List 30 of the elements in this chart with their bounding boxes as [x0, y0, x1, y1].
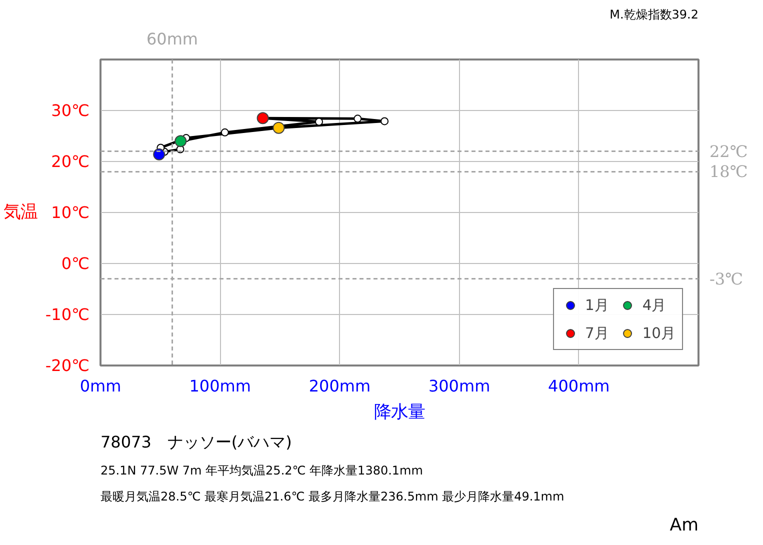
legend-label: 10月: [642, 324, 676, 342]
point: [380, 117, 389, 126]
point: [220, 128, 229, 136]
legend-label: 1月: [585, 296, 610, 314]
y-axis-title: 気温: [3, 202, 38, 222]
x-tick-label: 0mm: [80, 376, 122, 396]
legend-label: 7月: [585, 324, 610, 342]
y-tick-label: 20℃: [51, 152, 90, 171]
text: 25.1N 77.5W 7m 年平均気温25.2℃ 年降水量1380.1mm: [100, 464, 423, 478]
y-tick-label: 30℃: [51, 101, 90, 120]
y-tick-label: 0℃: [61, 254, 90, 273]
y-tick-label: -20℃: [45, 356, 90, 375]
ref-line-label: 22℃: [710, 142, 748, 161]
y-tick-label: -10℃: [45, 305, 90, 324]
text: M.乾燥指数39.2: [610, 8, 699, 22]
x-tick-label: 100mm: [189, 376, 251, 396]
point: [315, 118, 324, 126]
x-axis-title: 降水量: [374, 402, 425, 422]
text: 78073 ナッソー(バハマ): [100, 432, 292, 452]
legend-label: 4月: [642, 296, 667, 314]
y-tick-label: 10℃: [51, 203, 90, 222]
text: 最暖月気温28.5℃ 最寒月気温21.6℃ 最多月降水量236.5mm 最少月降水量49.1mm: [100, 490, 564, 504]
x-tick-label: 300mm: [428, 376, 490, 396]
point: [354, 114, 362, 123]
x-tick-label: 200mm: [308, 376, 371, 396]
ref-line-label: 60mm: [146, 30, 198, 48]
ref-line-label: -3℃: [710, 269, 743, 288]
text: Am: [670, 516, 698, 536]
x-tick-label: 400mm: [548, 376, 610, 396]
ref-line-label: 18℃: [710, 162, 748, 182]
